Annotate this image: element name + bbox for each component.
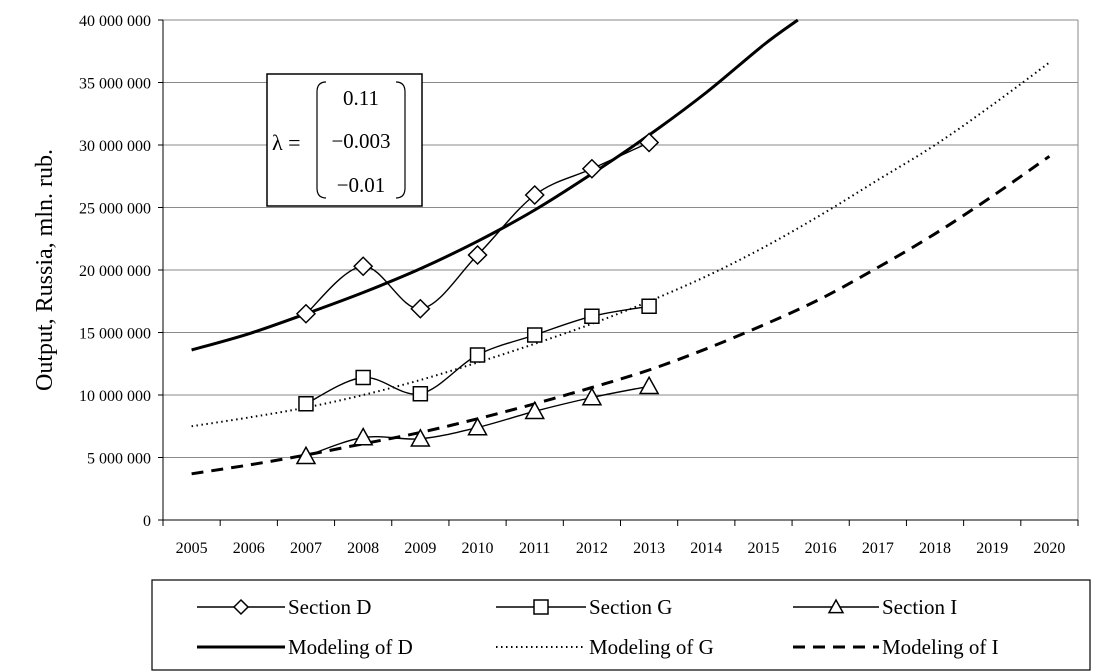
x-tick-label: 2008 bbox=[347, 540, 379, 557]
y-tick-label: 30 000 000 bbox=[79, 138, 151, 155]
legend-item: Modeling of D bbox=[197, 635, 413, 659]
x-tick-label: 2019 bbox=[976, 540, 1008, 557]
x-tick-label: 2015 bbox=[747, 540, 779, 557]
x-tick-label: 2016 bbox=[805, 540, 837, 557]
data-point-triangle bbox=[827, 598, 845, 614]
data-point-diamond bbox=[353, 256, 374, 277]
legend-item: Section D bbox=[197, 595, 371, 619]
legend-label: Modeling of D bbox=[288, 635, 413, 659]
data-point-square bbox=[526, 327, 543, 343]
x-tick-label: 2020 bbox=[1033, 540, 1065, 557]
x-tick-label: 2013 bbox=[633, 540, 665, 557]
x-tick-label: 2010 bbox=[462, 540, 494, 557]
legend-item: Modeling of G bbox=[496, 635, 714, 659]
series-line bbox=[191, 155, 1051, 476]
y-tick-label: 35 000 000 bbox=[79, 76, 151, 93]
data-point-diamond bbox=[410, 298, 431, 319]
data-point-diamond bbox=[467, 244, 488, 266]
lambda-label: λ = bbox=[272, 130, 301, 155]
data-point-diamond bbox=[639, 132, 660, 153]
y-tick-label: 5 000 000 bbox=[87, 451, 151, 468]
data-point-triangle bbox=[410, 428, 431, 447]
x-tick-label: 2009 bbox=[404, 540, 436, 557]
legend-label: Section I bbox=[882, 595, 957, 619]
legend-item: Modeling of I bbox=[793, 635, 999, 659]
x-axis: 2005 2006 2007 2008 2009 2010 2011 2012 2013 2014… bbox=[162, 520, 1079, 557]
series-section-i bbox=[295, 375, 660, 465]
vector-entry: 0.11 bbox=[343, 86, 379, 110]
y-tick-label: 25 000 000 bbox=[79, 201, 151, 218]
x-tick-label: 2011 bbox=[519, 540, 550, 557]
y-tick-label: 0 bbox=[143, 513, 151, 530]
data-point-triangle bbox=[352, 426, 374, 446]
legend-label: Section D bbox=[288, 595, 371, 619]
annotation-box bbox=[266, 73, 423, 207]
data-point-triangle bbox=[467, 416, 488, 436]
legend-label: Section G bbox=[589, 595, 672, 619]
lambda-annotation: λ = 0.11 −0.003 −0.01 bbox=[266, 73, 423, 207]
right-paren bbox=[395, 81, 406, 199]
x-tick-label: 2018 bbox=[919, 540, 951, 557]
series-modeling-of-i bbox=[191, 155, 1051, 476]
series-section-g bbox=[298, 298, 657, 412]
data-point-square bbox=[355, 369, 371, 386]
data-point-triangle bbox=[295, 445, 317, 465]
x-tick-label: 2012 bbox=[576, 540, 608, 557]
data-point-diamond bbox=[581, 158, 602, 179]
vector-entry: −0.003 bbox=[331, 129, 390, 153]
legend-label: Modeling of G bbox=[589, 635, 714, 659]
x-tick-label: 2007 bbox=[290, 540, 322, 557]
data-point-diamond bbox=[295, 303, 317, 324]
legend-label: Modeling of I bbox=[882, 635, 999, 659]
legend: Section D Section G Section I Modeling of D… bbox=[151, 579, 1091, 671]
y-tick-label: 20 000 000 bbox=[79, 263, 151, 280]
x-tick-label: 2005 bbox=[176, 540, 208, 557]
y-axis: 0 5 000 000 10 000 000 15 000 000 20 000 000… bbox=[79, 13, 163, 530]
series-group bbox=[191, 18, 1051, 476]
y-tick-label: 40 000 000 bbox=[79, 13, 151, 30]
data-point-square bbox=[298, 396, 314, 412]
data-point-square bbox=[412, 386, 429, 402]
legend-item: Section G bbox=[496, 595, 672, 619]
data-point-diamond bbox=[524, 184, 545, 206]
x-tick-label: 2017 bbox=[862, 540, 894, 557]
data-point-square bbox=[641, 298, 657, 314]
data-point-triangle bbox=[524, 400, 545, 420]
vector-entry: −0.01 bbox=[337, 173, 386, 197]
data-point-triangle bbox=[581, 386, 603, 406]
data-point-square bbox=[533, 599, 549, 615]
y-axis-label: Output, Russia, mln. rub. bbox=[32, 149, 58, 391]
data-point-square bbox=[469, 347, 486, 363]
data-point-diamond bbox=[232, 598, 250, 616]
series-section-d bbox=[295, 132, 660, 324]
legend-item: Section I bbox=[793, 595, 957, 619]
data-point-triangle bbox=[638, 375, 660, 395]
legend-box bbox=[151, 579, 1091, 671]
y-tick-label: 10 000 000 bbox=[79, 388, 151, 405]
left-paren bbox=[316, 81, 327, 199]
y-tick-label: 15 000 000 bbox=[79, 326, 151, 343]
x-tick-label: 2014 bbox=[690, 540, 722, 557]
x-tick-label: 2006 bbox=[233, 540, 265, 557]
data-point-square bbox=[584, 308, 600, 324]
